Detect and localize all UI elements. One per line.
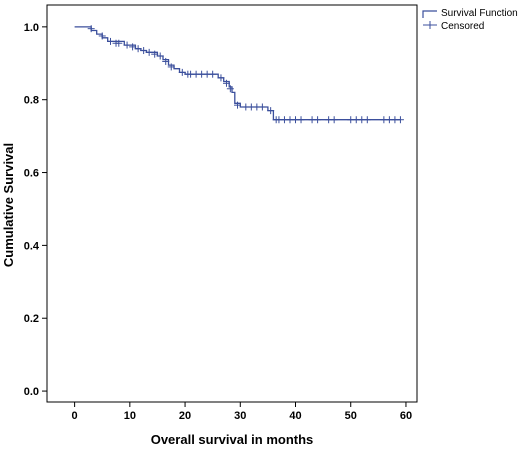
censored-marker [156,52,164,60]
y-tick-label: 0.6 [24,168,39,180]
legend-censored-label: Censored [441,21,484,32]
censored-marker [267,107,275,115]
censored-marker [145,48,153,56]
y-tick-label: 0.2 [24,313,39,325]
censored-marker [178,68,186,76]
x-tick-label: 0 [72,410,78,422]
legend-survival-label: Survival Function [441,8,518,19]
censored-marker [167,63,175,71]
censored-marker [87,25,95,33]
censored-marker [140,47,148,55]
legend-censored-swatch [423,21,437,29]
x-tick-label: 50 [345,410,357,422]
censored-marker [151,50,159,58]
censored-marker [209,70,217,78]
censored-marker [217,74,225,82]
x-axis-title: Overall survival in months [151,432,314,447]
legend: Survival Function Censored [422,8,518,32]
censored-marker [258,103,266,111]
y-tick-label: 0.8 [24,95,39,107]
y-tick-label: 0.0 [24,386,39,398]
censored-marker [314,116,322,124]
censored-marker [363,116,371,124]
censored-marker [115,39,123,47]
censored-marker [222,79,230,87]
y-tick-label: 0.4 [24,240,40,252]
censored-marker [162,57,170,65]
censored-marker [98,32,106,40]
censored-marker [330,116,338,124]
censored-marker [123,41,131,49]
x-tick-label: 10 [124,410,136,422]
censored-marker [234,101,242,109]
plot-frame [46,4,418,403]
censored-marker [107,37,115,45]
censored-marker [129,43,137,51]
legend-survival-swatch [422,10,437,18]
y-tick-label: 1.0 [24,22,39,34]
x-tick-label: 30 [234,410,246,422]
censored-marker [226,85,234,93]
x-tick-label: 40 [289,410,301,422]
censored-marker [134,45,142,53]
censored-marker [396,116,404,124]
censored-marker [297,116,305,124]
x-tick-label: 20 [179,410,191,422]
y-axis-title: Cumulative Survival [1,143,16,267]
x-tick-label: 60 [400,410,412,422]
